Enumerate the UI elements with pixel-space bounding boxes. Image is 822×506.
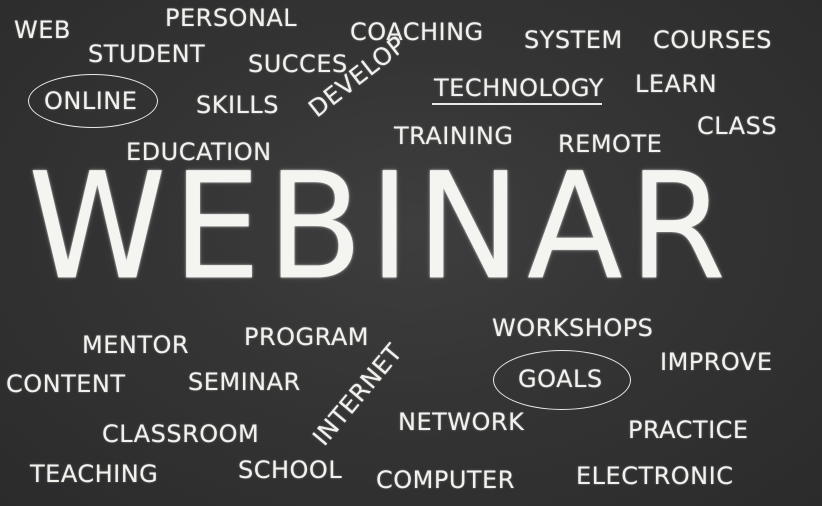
word-web: WEB	[14, 16, 71, 44]
word-courses: COURSES	[653, 26, 773, 54]
word-content: CONTENT	[6, 370, 126, 398]
word-program: PROGRAM	[244, 323, 369, 351]
word-mentor: MENTOR	[82, 331, 190, 359]
word-remote: REMOTE	[558, 130, 663, 158]
word-personal: PERSONAL	[165, 4, 298, 32]
word-education: EDUCATION	[126, 138, 272, 166]
goals-circle	[493, 350, 631, 410]
word-class: CLASS	[697, 112, 778, 140]
word-classroom: CLASSROOM	[102, 420, 260, 448]
word-network: NETWORK	[398, 408, 525, 436]
word-skills: SKILLS	[196, 91, 280, 119]
word-system: SYSTEM	[524, 26, 623, 54]
word-workshops: WORKSHOPS	[492, 314, 654, 342]
word-coaching: COACHING	[350, 18, 484, 46]
technology-underline	[432, 103, 602, 105]
word-electronic: ELECTRONIC	[576, 462, 734, 490]
word-teaching: TEACHING	[30, 460, 159, 488]
word-practice: PRACTICE	[628, 416, 749, 444]
word-seminar: SEMINAR	[188, 368, 301, 396]
word-school: SCHOOL	[238, 456, 343, 484]
word-training: TRAINING	[394, 122, 514, 150]
word-learn: LEARN	[635, 70, 718, 98]
word-technology: TECHNOLOGY	[434, 74, 604, 102]
word-online: ONLINE	[44, 87, 138, 115]
word-succes: SUCCES	[248, 50, 348, 78]
word-student: STUDENT	[88, 40, 206, 68]
word-goals: GOALS	[518, 365, 603, 393]
online-circle	[28, 74, 158, 128]
word-improve: IMPROVE	[660, 348, 773, 376]
headline-webinar: WEBINAR	[28, 141, 732, 314]
word-computer: COMPUTER	[376, 466, 515, 494]
word-internet: INTERNET	[307, 338, 408, 451]
